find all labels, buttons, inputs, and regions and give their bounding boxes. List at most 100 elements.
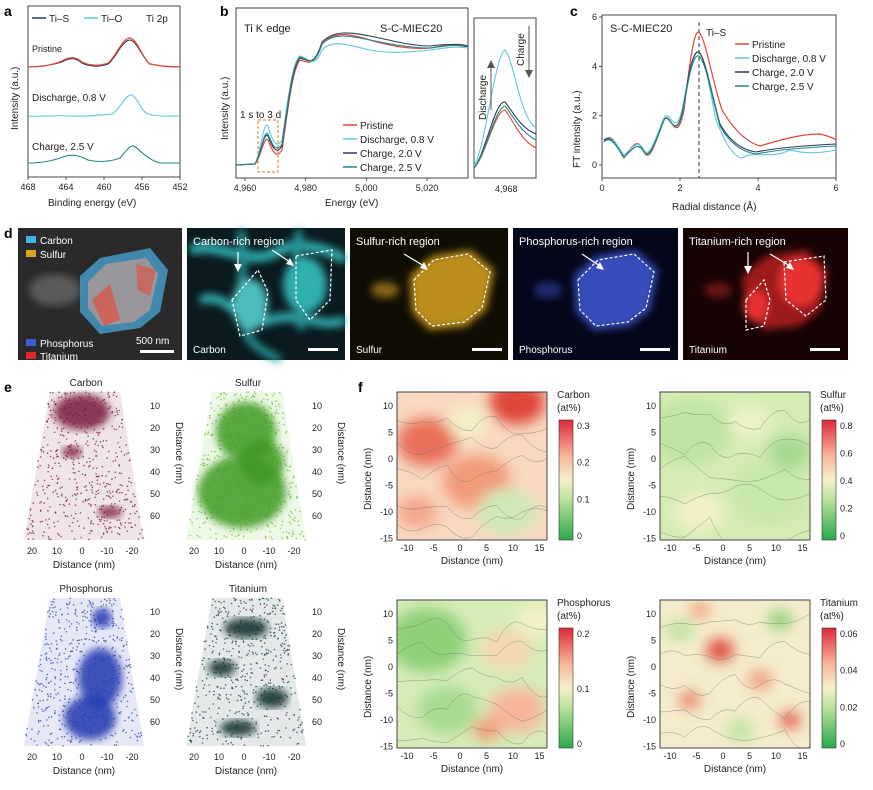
atom-point [258, 598, 261, 601]
atom-point [203, 454, 206, 457]
atom-point [244, 675, 247, 678]
atom-point [85, 632, 88, 635]
atom-point [240, 738, 242, 740]
atom-point [296, 497, 298, 499]
atom-point [270, 719, 272, 721]
atom-point [273, 392, 276, 395]
atom-point [263, 618, 266, 621]
atom-point [215, 635, 217, 638]
atom-point [116, 411, 119, 414]
atom-point [291, 481, 294, 484]
tick-label: 5 [388, 636, 393, 646]
atom-point [206, 424, 209, 426]
scale-bar-label: 500 nm [136, 336, 169, 347]
atom-point [223, 600, 225, 603]
atom-point [112, 610, 114, 612]
atom-point [268, 406, 271, 408]
tick-label: 5 [747, 543, 752, 553]
atom-point [291, 530, 294, 533]
atom-point [255, 721, 258, 723]
atom-point [65, 630, 68, 633]
atom-point [122, 696, 125, 699]
atom-point [271, 401, 273, 403]
atom-point [265, 669, 267, 671]
atom-point [106, 531, 109, 533]
atom-point [88, 619, 91, 622]
atom-point [85, 489, 88, 491]
atom-point [55, 693, 57, 696]
colorbar-unit: (at%) [820, 403, 844, 414]
atom-point [283, 649, 285, 652]
atom-point [96, 483, 99, 485]
atom-point [284, 463, 287, 465]
colorbar-tick: 0.6 [840, 449, 853, 459]
inset-discharge [473, 49, 537, 167]
sulfur-arrow [403, 253, 425, 267]
atom-point [129, 522, 132, 524]
atom-point [281, 632, 283, 634]
atom-point [49, 391, 52, 394]
atom-point [298, 524, 300, 527]
phosphorus-arrowhead [596, 262, 604, 270]
atom-point [114, 414, 116, 417]
atom-point [266, 613, 269, 615]
atom-point [91, 491, 94, 494]
contour-line [397, 693, 547, 722]
atom-point [32, 502, 35, 504]
atom-point [285, 531, 288, 533]
atom-point [253, 615, 255, 618]
carbon-map-element: Carbon [193, 345, 226, 356]
atom-point [228, 650, 231, 653]
atom-point [76, 615, 78, 617]
atom-point [212, 645, 215, 648]
atom-point [206, 517, 208, 519]
atom-point [251, 394, 254, 396]
atom-point [212, 733, 214, 735]
atom-point [34, 688, 37, 691]
atom-point [50, 642, 53, 645]
atom-point [109, 599, 111, 602]
atom-point [275, 405, 277, 407]
atom-point [103, 639, 105, 642]
atom-point [57, 692, 60, 695]
atom-point [210, 625, 213, 628]
atom-point [219, 447, 221, 450]
map-xlabel: Distance (nm) [441, 764, 503, 775]
atom-point [288, 532, 290, 534]
atom-point [239, 695, 242, 698]
colorbar-tick: 0.1 [577, 494, 590, 504]
atom-point [120, 700, 123, 703]
atom-point [27, 538, 30, 540]
atom-point [63, 427, 65, 430]
tick-label: 4 [755, 183, 760, 193]
atom-point [211, 407, 213, 409]
carbon-region-outline-2 [295, 249, 333, 321]
atom-point [44, 643, 46, 646]
atom-point [202, 737, 204, 740]
atom-point [245, 391, 248, 393]
tick-label: 2 [592, 111, 597, 121]
atom-point [126, 641, 128, 643]
atom-point [91, 606, 94, 608]
atom-point [216, 454, 219, 457]
atom-point [46, 452, 49, 455]
atom-point [54, 689, 56, 691]
atom-point [46, 523, 49, 526]
contour-line [397, 455, 547, 482]
tick-label: 5 [651, 428, 656, 438]
atom-point [70, 681, 72, 683]
tick-label: -5 [692, 751, 700, 761]
atom-point [36, 492, 38, 494]
atom-point [58, 654, 60, 657]
contour-line [660, 456, 810, 482]
atom-point [114, 476, 117, 479]
atom-point [231, 641, 233, 644]
atom-point [108, 602, 111, 604]
atom-point [31, 525, 34, 527]
tick-label: 20 [312, 629, 322, 639]
atom-point [270, 407, 272, 410]
tick-label: 30 [150, 651, 160, 661]
atom-point [264, 606, 266, 609]
atom-point [49, 733, 52, 736]
atom-point [108, 490, 111, 492]
